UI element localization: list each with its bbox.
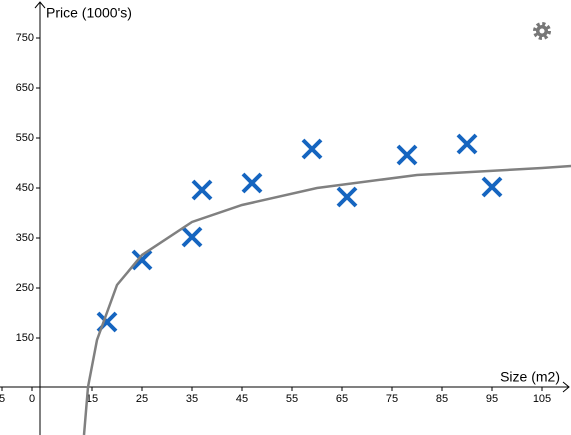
- y-tick-label: 650: [16, 82, 34, 94]
- y-tick-label: 450: [16, 182, 34, 194]
- cross: [301, 138, 323, 160]
- y-tick-label: 550: [16, 132, 34, 144]
- fit-curve: [82, 164, 571, 435]
- settings-icon[interactable]: [533, 22, 551, 40]
- data-point: [301, 138, 323, 160]
- x-tick-label: 15: [86, 393, 98, 405]
- data-point: [241, 172, 263, 194]
- x-tick-label: 5: [0, 393, 5, 405]
- cross: [336, 186, 358, 208]
- x-tick-label: 0: [29, 393, 35, 405]
- data-point: [131, 249, 153, 271]
- y-tick-label: 250: [16, 282, 34, 294]
- gear: [533, 22, 551, 40]
- data-point: [481, 176, 503, 198]
- cross: [191, 179, 213, 201]
- x-tick-label: 105: [533, 393, 551, 405]
- x-tick-label: 55: [286, 393, 298, 405]
- x-tick-label: 95: [486, 393, 498, 405]
- x-tick-label: 45: [236, 393, 248, 405]
- x-tick-label: 65: [336, 393, 348, 405]
- x-tick-label: 75: [386, 393, 398, 405]
- cross: [181, 226, 203, 248]
- y-tick-label: 750: [16, 32, 34, 44]
- x-axis-arrow: [562, 381, 570, 393]
- gear-hole: [539, 28, 545, 34]
- x-tick-label: 85: [436, 393, 448, 405]
- y-tick-label: 150: [16, 332, 34, 344]
- y-axis-title: Price (1000's): [46, 5, 132, 21]
- cross: [241, 172, 263, 194]
- cross: [396, 144, 418, 166]
- cross: [131, 249, 153, 271]
- x-axis-title: Size (m2): [500, 369, 560, 385]
- data-point: [336, 186, 358, 208]
- cross: [456, 133, 478, 155]
- data-point: [181, 226, 203, 248]
- x-tick-label: 35: [186, 393, 198, 405]
- y-tick-label: 350: [16, 232, 34, 244]
- y-axis-arrow: [34, 1, 46, 9]
- data-point: [456, 133, 478, 155]
- x-tick-label: 25: [136, 393, 148, 405]
- cross: [481, 176, 503, 198]
- data-point: [191, 179, 213, 201]
- data-point: [396, 144, 418, 166]
